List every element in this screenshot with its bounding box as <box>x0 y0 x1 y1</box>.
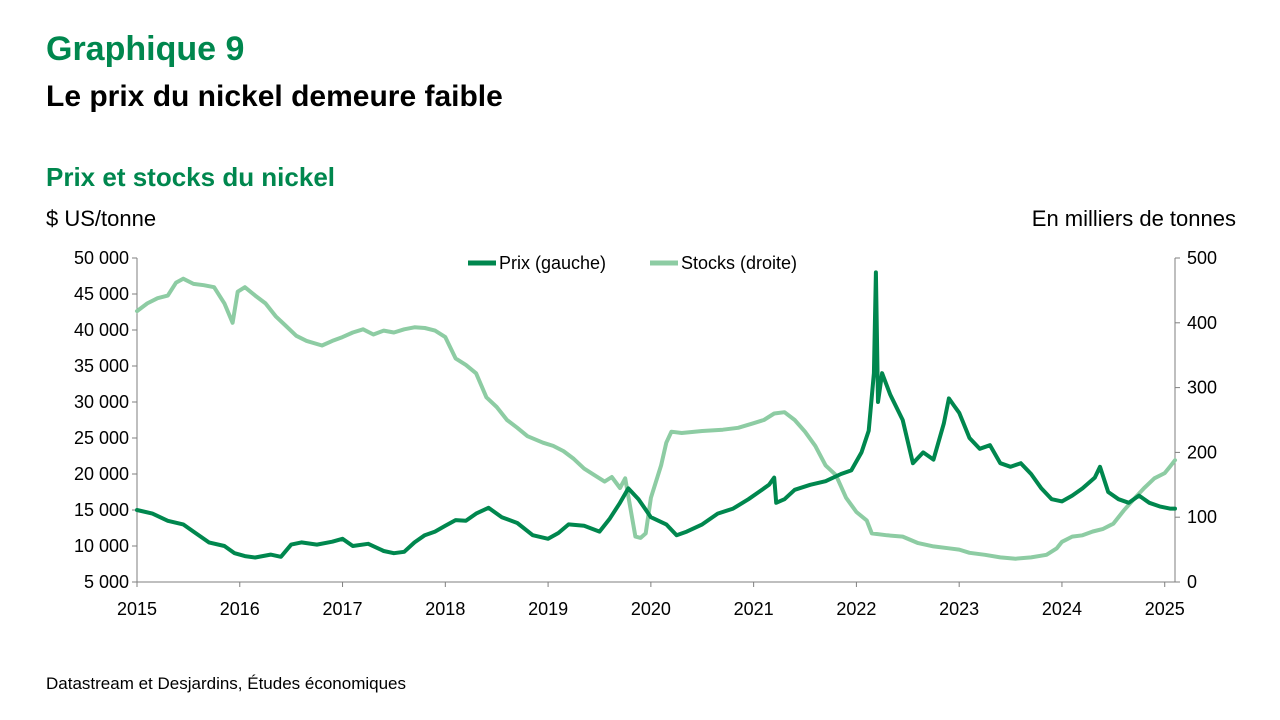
x-tick-label: 2024 <box>1042 599 1082 619</box>
left-tick-label: 50 000 <box>74 248 129 268</box>
left-tick-label: 10 000 <box>74 536 129 556</box>
right-axis-unit: En milliers de tonnes <box>1031 206 1236 231</box>
x-tick-label: 2017 <box>323 599 363 619</box>
chart-kicker: Graphique 9 <box>46 30 245 68</box>
legend-label: Stocks (droite) <box>681 253 797 273</box>
left-tick-label: 15 000 <box>74 500 129 520</box>
page-title: Le prix du nickel demeure faible <box>46 80 503 113</box>
x-tick-label: 2018 <box>425 599 465 619</box>
x-tick-label: 2023 <box>939 599 979 619</box>
right-tick-label: 0 <box>1187 572 1197 592</box>
left-tick-label: 25 000 <box>74 428 129 448</box>
axes-group: 5 000 10 000 15 000 20 000 25 000 30 000 35 00… <box>74 248 1217 619</box>
left-tick-label: 45 000 <box>74 284 129 304</box>
left-tick-label: 40 000 <box>74 320 129 340</box>
legend-label: Prix (gauche) <box>499 253 606 273</box>
x-tick-label: 2022 <box>836 599 876 619</box>
right-tick-label: 400 <box>1187 313 1217 333</box>
left-tick-label: 35 000 <box>74 356 129 376</box>
x-tick-label: 2025 <box>1145 599 1185 619</box>
right-tick-label: 100 <box>1187 507 1217 527</box>
source-note: Datastream et Desjardins, Études économi… <box>46 674 407 693</box>
right-tick-label: 200 <box>1187 442 1217 462</box>
x-tick-label: 2021 <box>734 599 774 619</box>
left-tick-label: 5 000 <box>84 572 129 592</box>
left-axis-unit: $ US/tonne <box>46 206 157 231</box>
x-tick-label: 2020 <box>631 599 671 619</box>
x-tick-label: 2019 <box>528 599 568 619</box>
x-tick-label: 2016 <box>220 599 260 619</box>
left-tick-label: 30 000 <box>74 392 129 412</box>
series-line-price <box>135 270 1177 560</box>
right-tick-label: 500 <box>1187 248 1217 268</box>
chart-title: Prix et stocks du nickel <box>46 162 336 192</box>
legend: Prix (gauche) Stocks (droite) <box>468 253 797 273</box>
plot-area <box>135 270 1177 561</box>
x-tick-label: 2015 <box>117 599 157 619</box>
right-tick-label: 300 <box>1187 378 1217 398</box>
series-line-stocks <box>135 276 1177 561</box>
left-tick-label: 20 000 <box>74 464 129 484</box>
